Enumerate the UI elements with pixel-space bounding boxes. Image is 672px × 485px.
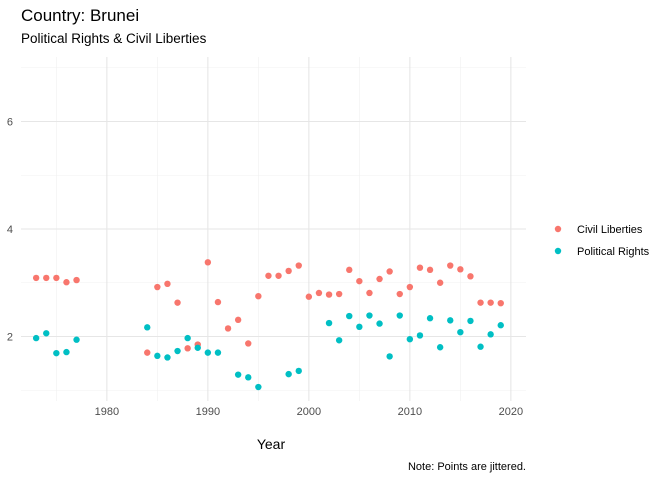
- chart-title: Country: Brunei: [21, 6, 139, 25]
- political-rights-point: [467, 317, 474, 325]
- political-rights-point: [204, 349, 212, 356]
- y-tick-label: 6: [7, 117, 13, 129]
- legend-label-political-rights: Political Rights: [577, 246, 650, 258]
- axes: 1980 1990 2000 2010 2020 2 4 6: [7, 117, 523, 419]
- civil-liberties-point: [305, 293, 313, 300]
- political-rights-point: [487, 331, 494, 338]
- political-rights-point: [356, 323, 363, 331]
- political-rights-point: [194, 344, 201, 351]
- civil-liberties-point: [204, 259, 212, 266]
- x-tick-label: 2010: [398, 406, 422, 418]
- political-rights-point: [325, 319, 333, 327]
- legend: Civil Liberties Political Rights: [554, 224, 650, 258]
- political-rights-point: [376, 320, 383, 327]
- civil-liberties-point: [467, 273, 474, 280]
- political-rights-point: [497, 322, 504, 329]
- x-tick-label: 2000: [297, 406, 321, 418]
- data-points: [32, 259, 504, 391]
- civil-liberties-point: [436, 279, 444, 286]
- civil-liberties-point: [53, 274, 60, 282]
- civil-liberties-point: [325, 291, 333, 298]
- political-rights-point: [436, 344, 444, 351]
- civil-liberties-point: [214, 298, 222, 306]
- x-tick-label: 2020: [499, 406, 523, 418]
- political-rights-point: [214, 349, 222, 356]
- civil-liberties-point: [164, 280, 171, 288]
- political-rights-point: [295, 367, 302, 375]
- civil-liberties-point: [224, 325, 232, 332]
- political-rights-point: [406, 335, 414, 343]
- grid: [21, 57, 526, 401]
- civil-liberties-point: [265, 272, 272, 279]
- civil-liberties-point: [366, 289, 373, 297]
- political-rights-point: [366, 312, 373, 319]
- civil-liberties-point: [346, 266, 353, 274]
- civil-liberties-point: [376, 275, 383, 283]
- political-rights-point: [447, 317, 454, 324]
- civil-liberties-point: [416, 264, 424, 271]
- chart-subtitle: Political Rights & Civil Liberties: [21, 31, 207, 46]
- civil-liberties-point: [174, 299, 181, 306]
- political-rights-point: [457, 329, 464, 336]
- y-tick-label: 2: [7, 332, 13, 344]
- civil-liberties-point: [144, 349, 151, 356]
- political-rights-point: [426, 315, 434, 322]
- civil-liberties-point: [497, 299, 504, 307]
- civil-liberties-point: [315, 289, 323, 297]
- civil-liberties-point: [295, 262, 302, 269]
- civil-liberties-point: [406, 283, 414, 291]
- political-rights-point: [174, 347, 181, 355]
- legend-key-civil-liberties: [554, 225, 562, 233]
- civil-liberties-point: [426, 266, 434, 274]
- civil-liberties-point: [43, 274, 50, 282]
- political-rights-point: [346, 312, 353, 320]
- civil-liberties-point: [63, 279, 70, 286]
- political-rights-point: [184, 334, 191, 342]
- legend-key-political-rights: [554, 247, 562, 255]
- civil-liberties-point: [335, 290, 343, 298]
- political-rights-point: [416, 332, 424, 339]
- political-rights-point: [73, 336, 80, 343]
- y-tick-label: 4: [7, 224, 13, 236]
- civil-liberties-point: [477, 299, 484, 306]
- political-rights-point: [245, 374, 252, 381]
- civil-liberties-point: [285, 267, 292, 275]
- civil-liberties-point: [154, 283, 161, 291]
- political-rights-point: [53, 349, 60, 357]
- civil-liberties-point: [73, 276, 80, 284]
- civil-liberties-point: [396, 290, 403, 298]
- political-rights-point: [386, 353, 393, 360]
- legend-label-civil-liberties: Civil Liberties: [577, 224, 643, 236]
- civil-liberties-point: [275, 272, 282, 279]
- civil-liberties-point: [356, 277, 363, 285]
- political-rights-point: [396, 312, 403, 319]
- x-axis-label: Year: [257, 436, 286, 452]
- political-rights-point: [255, 383, 262, 391]
- political-rights-point: [32, 334, 40, 342]
- political-rights-point: [335, 337, 343, 344]
- civil-liberties-point: [32, 274, 40, 282]
- civil-liberties-point: [245, 340, 252, 347]
- political-rights-point: [63, 348, 70, 356]
- civil-liberties-point: [386, 268, 393, 275]
- political-rights-point: [154, 352, 161, 360]
- chart-caption: Note: Points are jittered.: [408, 461, 526, 473]
- civil-liberties-point: [234, 316, 242, 324]
- civil-liberties-point: [447, 262, 454, 269]
- political-rights-point: [144, 324, 151, 331]
- civil-liberties-point: [487, 299, 494, 306]
- civil-liberties-point: [184, 345, 191, 352]
- political-rights-point: [164, 354, 171, 361]
- civil-liberties-point: [457, 266, 464, 273]
- political-rights-point: [285, 370, 292, 378]
- political-rights-point: [234, 371, 242, 378]
- political-rights-point: [477, 343, 484, 350]
- political-rights-point: [43, 330, 50, 337]
- x-tick-label: 1990: [196, 406, 220, 418]
- civil-liberties-point: [255, 292, 262, 300]
- x-tick-label: 1980: [95, 406, 119, 418]
